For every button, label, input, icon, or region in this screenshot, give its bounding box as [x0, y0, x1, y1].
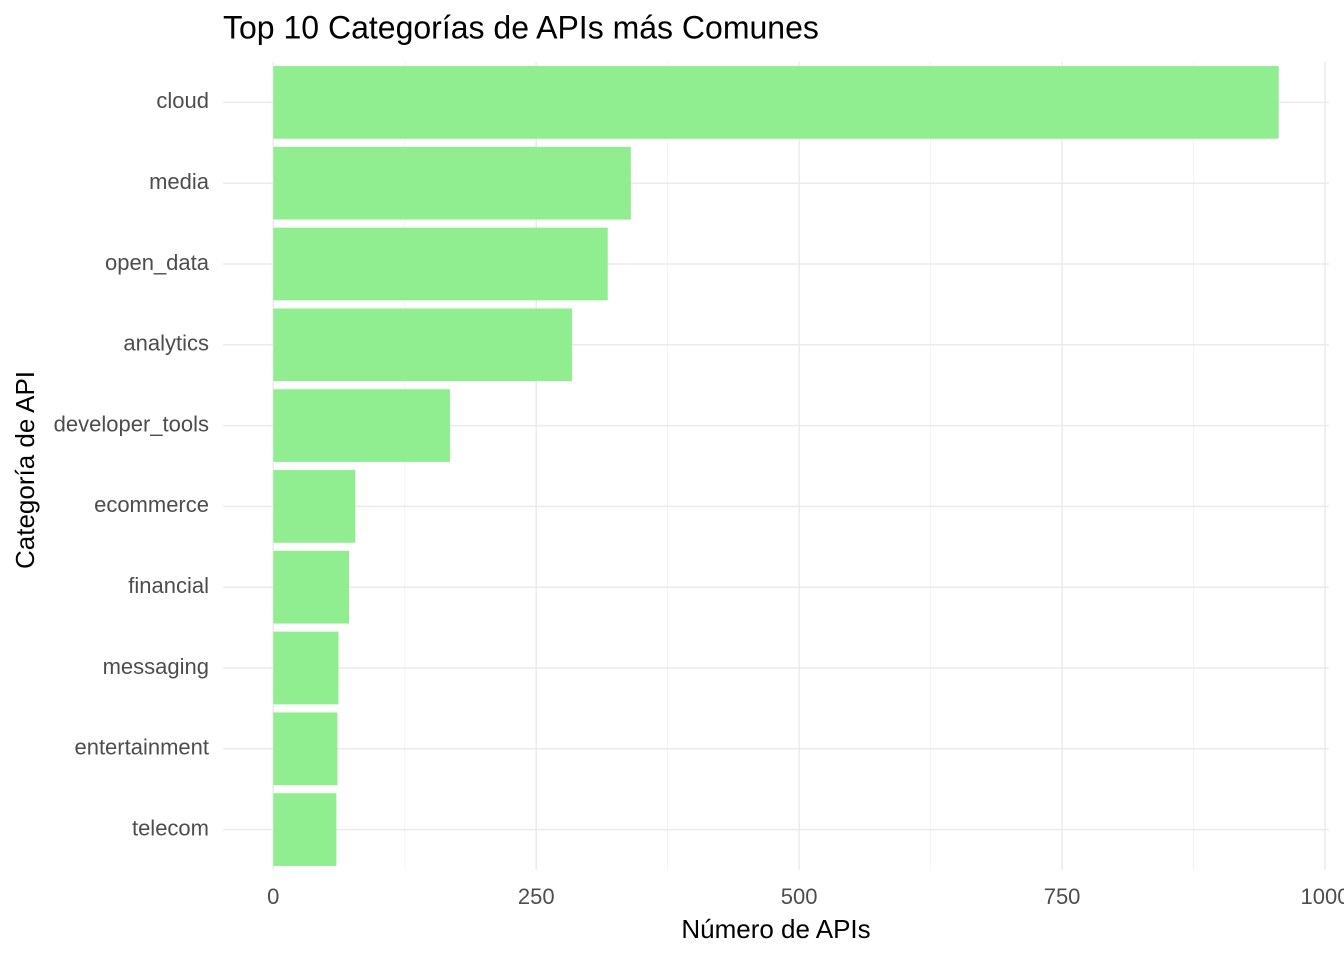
bar — [273, 146, 631, 220]
y-tick-label: ecommerce — [94, 492, 209, 517]
x-tick-label: 1000 — [1301, 884, 1344, 909]
y-tick-label: open_data — [105, 250, 210, 275]
y-tick-label: media — [149, 169, 210, 194]
y-tick-label: cloud — [156, 88, 209, 113]
bar — [273, 66, 1279, 139]
bar — [273, 550, 349, 624]
bar — [273, 712, 338, 786]
bar — [273, 631, 339, 705]
y-tick-label: telecom — [132, 815, 209, 840]
bar — [273, 793, 337, 866]
bar — [273, 308, 572, 382]
x-axis-title: Número de APIs — [681, 914, 870, 944]
y-tick-label: financial — [128, 573, 209, 598]
bar — [273, 227, 608, 301]
x-tick-label: 250 — [518, 884, 555, 909]
y-tick-label: entertainment — [74, 735, 209, 760]
y-tick-label: messaging — [103, 654, 209, 679]
bar — [273, 389, 450, 462]
chart-title: Top 10 Categorías de APIs más Comunes — [223, 9, 819, 45]
y-axis-title: Categoría de API — [10, 371, 40, 569]
x-tick-label: 500 — [781, 884, 818, 909]
x-tick-label: 750 — [1044, 884, 1081, 909]
x-tick-label: 0 — [267, 884, 279, 909]
y-tick-label: developer_tools — [54, 411, 209, 436]
plot-area — [273, 66, 1279, 866]
bar — [273, 470, 356, 543]
y-tick-label: analytics — [123, 331, 209, 356]
